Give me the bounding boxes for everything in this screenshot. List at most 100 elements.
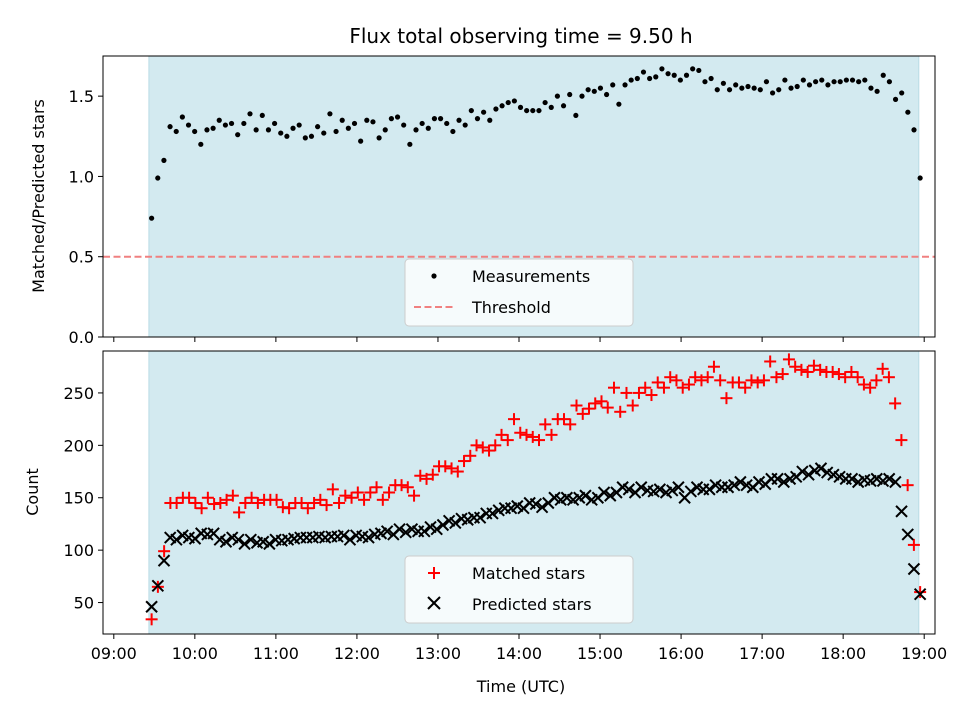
measurement-point (308, 133, 315, 139)
measurement-point (819, 77, 825, 83)
measurement-point (499, 103, 505, 109)
predicted-star-point (796, 465, 809, 478)
measurement-point (247, 111, 253, 117)
matched-star-point (333, 496, 346, 509)
predicted-star-point (597, 486, 611, 499)
measurement-point (394, 114, 401, 120)
measurement-point (634, 75, 640, 82)
matched-star-point (895, 434, 908, 447)
predicted-star-point (771, 472, 784, 486)
predicted-star-point (653, 483, 667, 496)
predicted-star-point (151, 579, 165, 592)
measurement-point (493, 106, 499, 112)
bottom-legend: Matched stars Predicted stars (404, 555, 634, 624)
x-tick-label: 17:00 (739, 644, 785, 663)
measurement-point (880, 72, 886, 78)
measurement-point (610, 82, 616, 88)
predicted-stars-points (145, 462, 927, 613)
measurement-point (425, 125, 431, 131)
measurement-point (517, 104, 524, 110)
measurement-point (536, 107, 542, 114)
measurement-point (757, 87, 763, 93)
legend-label-threshold: Threshold (471, 298, 551, 317)
measurement-point (407, 141, 413, 147)
measurement-point (413, 127, 419, 133)
measurement-point (302, 135, 308, 141)
matched-star-point (351, 486, 364, 499)
predicted-star-point (430, 522, 443, 536)
matched-star-point (208, 498, 221, 511)
matched-star-point (870, 374, 883, 387)
predicted-star-point (666, 484, 679, 497)
measurement-point (849, 77, 856, 83)
matched-star-point (195, 502, 208, 515)
matched-star-point (857, 378, 870, 391)
measurement-point (573, 112, 579, 119)
measurement-point (462, 122, 468, 128)
matched-star-point (145, 613, 158, 626)
matched-star-point (832, 368, 845, 381)
y-tick-label: 200 (63, 436, 94, 455)
measurement-point (444, 120, 450, 127)
matched-star-point (276, 501, 289, 514)
predicted-star-point (895, 505, 908, 518)
matched-star-point (620, 386, 633, 399)
measurement-point (776, 87, 782, 93)
measurement-point (431, 116, 438, 122)
measurement-point (733, 82, 739, 88)
matched-star-point (807, 359, 820, 372)
matched-star-point (458, 455, 471, 468)
measurement-point (603, 91, 610, 98)
top-y-axis-label: Matched/Predicted stars (29, 99, 48, 293)
matched-star-point (751, 376, 764, 389)
measurement-point (702, 79, 708, 85)
measurement-point (683, 72, 690, 78)
matched-star-point (601, 401, 614, 414)
measurement-point (597, 85, 604, 91)
predicted-star-point (734, 475, 747, 489)
measurement-point (161, 157, 167, 163)
measurement-point (665, 71, 671, 77)
predicted-star-point (814, 462, 828, 475)
measurement-point (265, 127, 272, 133)
predicted-star-point (393, 522, 406, 536)
measurement-point (235, 132, 241, 138)
matched-star-point (408, 489, 421, 502)
measurement-point (653, 74, 659, 80)
measurement-point (333, 128, 339, 135)
matched-star-point (251, 496, 264, 509)
measurement-point (788, 85, 794, 91)
measurement-point (591, 88, 597, 94)
x-tick-label: 09:00 (91, 644, 137, 663)
measurement-point (560, 103, 567, 109)
matched-star-point (795, 363, 808, 376)
measurement-point (671, 72, 677, 78)
measurement-point (911, 127, 917, 133)
matched-star-point (564, 418, 577, 431)
measurement-point (554, 93, 561, 99)
matched-star-point (508, 413, 521, 426)
matched-star-point (745, 374, 758, 387)
top-x-ticks (113, 337, 925, 342)
measurement-point (794, 83, 800, 90)
matched-star-point (851, 371, 864, 384)
measurement-point (585, 87, 591, 93)
measurement-point (622, 82, 628, 88)
matched-star-point (764, 355, 777, 368)
measurement-point (813, 79, 819, 85)
legend-dot-marker (431, 273, 437, 279)
predicted-star-point (622, 483, 636, 496)
y-tick-label: 100 (63, 541, 94, 560)
measurement-point (468, 107, 474, 114)
matched-star-point (639, 381, 652, 394)
measurement-point (370, 119, 376, 125)
predicted-star-point (882, 472, 896, 486)
matched-star-point (570, 399, 583, 412)
predicted-star-point (535, 500, 549, 514)
measurement-point (474, 116, 481, 122)
predicted-star-point (845, 472, 859, 486)
measurement-point (345, 125, 351, 131)
matched-star-point (682, 378, 695, 391)
measurement-point (769, 90, 776, 96)
